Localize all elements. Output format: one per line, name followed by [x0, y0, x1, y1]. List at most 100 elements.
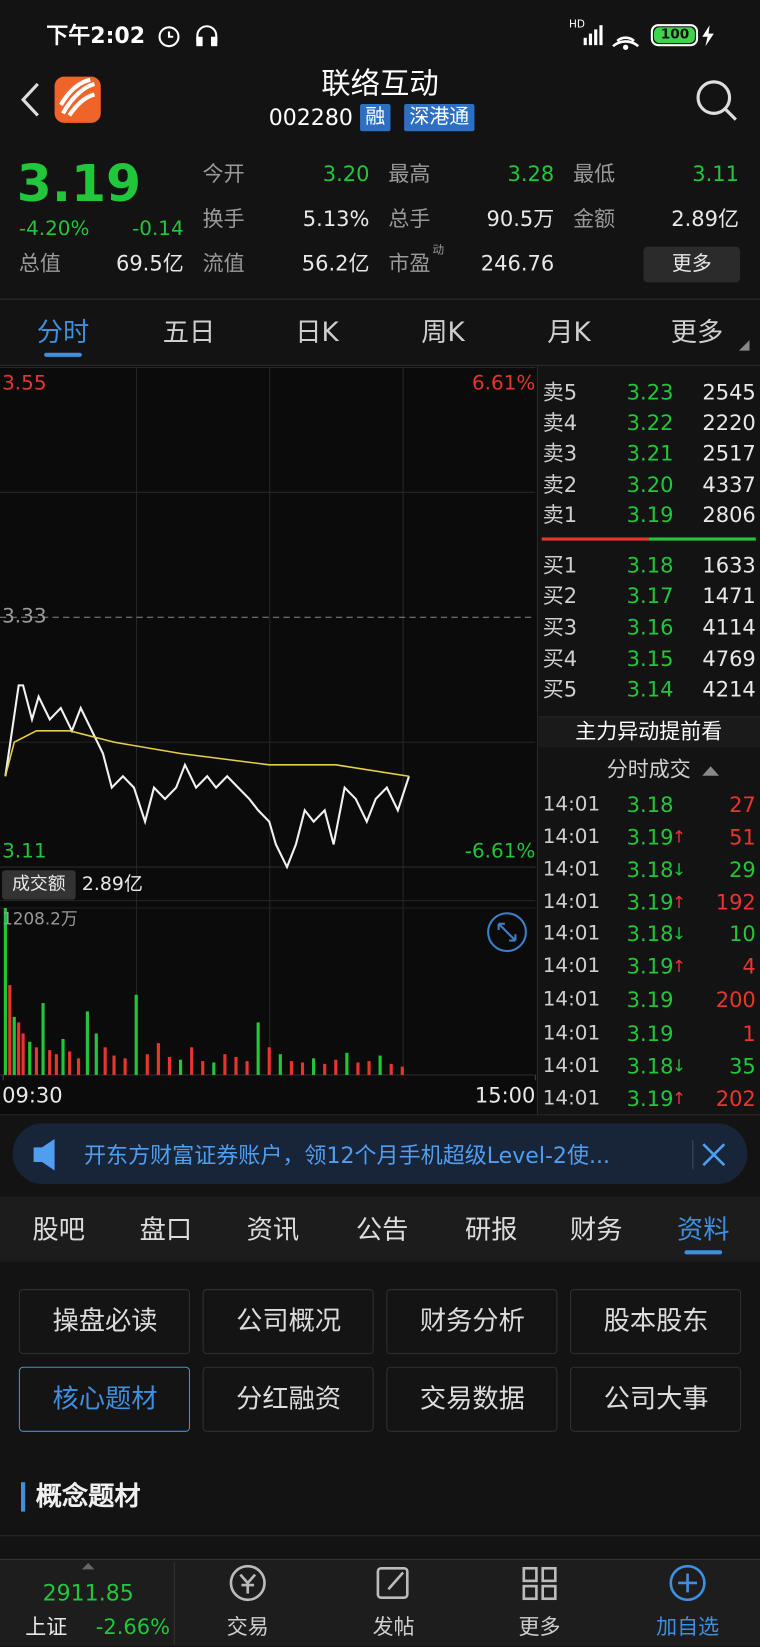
info-button[interactable]	[202, 1289, 374, 1355]
back-button[interactable]	[20, 82, 39, 117]
more-button[interactable]	[643, 246, 741, 283]
chart-tab[interactable]: 分时	[36, 316, 90, 348]
index-value: 2911.85	[42, 1580, 134, 1606]
chart-tab[interactable]: 周K	[421, 316, 465, 348]
volume-bar	[212, 1062, 216, 1075]
book-price: 3.16	[626, 614, 674, 640]
tag: 深港通	[404, 104, 475, 132]
volume-label: 成交额	[12, 873, 66, 895]
trades-subtitle: 分时成交	[606, 756, 691, 782]
info-button[interactable]	[18, 1366, 190, 1432]
info-button[interactable]	[202, 1366, 374, 1432]
search-button[interactable]	[696, 80, 737, 121]
volume-bar	[190, 1047, 194, 1075]
trade-time: 14:01	[542, 987, 601, 1011]
trade-volume: 192	[715, 889, 756, 915]
trade-volume: 35	[729, 1053, 756, 1079]
info-button-label[interactable]: 公司概况	[236, 1305, 342, 1336]
banner-text[interactable]: 开东方财富证券账户，领12个月手机超级Level-2使...	[83, 1143, 611, 1169]
trade-arrow: ↑	[671, 826, 686, 847]
info-button-label[interactable]: 股本股东	[603, 1305, 709, 1336]
price-line	[4, 684, 410, 870]
trade-volume: 1	[742, 1020, 756, 1047]
info-button-label[interactable]: 公司大事	[603, 1383, 709, 1414]
trade-arrow: ↑	[671, 892, 686, 913]
book-label: 买4	[542, 646, 578, 672]
trade-arrow: ↓	[671, 923, 686, 944]
stat-value: 3.28	[507, 161, 555, 187]
book-price: 3.21	[626, 440, 674, 466]
volume-bar	[48, 1050, 52, 1075]
info-button-label[interactable]: 操盘必读	[52, 1305, 158, 1336]
chart-tab[interactable]: 日K	[295, 316, 339, 348]
info-tab[interactable]: 资料	[677, 1214, 730, 1245]
stat-value: 56.2亿	[301, 250, 370, 276]
info-button[interactable]	[386, 1289, 558, 1355]
info-tab[interactable]: 盘口	[139, 1214, 193, 1245]
info-button-label[interactable]: 分红融资	[236, 1383, 342, 1414]
trade-volume: 4	[742, 953, 756, 979]
info-button-label[interactable]: 交易数据	[419, 1383, 525, 1414]
trade-volume: 51	[729, 824, 756, 850]
info-tab[interactable]: 股吧	[32, 1214, 86, 1245]
trade-price: 3.19	[626, 1085, 674, 1112]
book-volume: 2545	[702, 379, 756, 405]
info-button[interactable]	[386, 1366, 558, 1432]
book-label: 卖3	[542, 440, 578, 466]
volume-bar	[267, 1047, 271, 1075]
info-tab[interactable]: 资讯	[246, 1214, 300, 1245]
trades-title[interactable]: 主力异动提前看	[575, 718, 723, 744]
trade-time: 14:01	[542, 954, 601, 978]
status-time: 下午2:02	[46, 23, 146, 49]
trade-arrow: ↑	[671, 956, 686, 977]
trade-volume: 27	[729, 792, 756, 818]
nav-item[interactable]: 发帖	[372, 1613, 415, 1640]
trade-arrow: ↑	[671, 1088, 686, 1109]
nav-item[interactable]: 交易	[226, 1613, 269, 1640]
volume-bar	[17, 1022, 21, 1075]
book-label: 买1	[542, 552, 578, 578]
promo-banner[interactable]	[12, 1123, 748, 1185]
book-label: 买5	[542, 676, 578, 702]
volume-bar	[3, 908, 7, 1075]
chart-tab[interactable]: 月K	[547, 316, 591, 348]
more-button-label[interactable]: 更多	[671, 252, 712, 276]
book-label: 卖4	[542, 409, 578, 436]
trade-arrow: ↓	[671, 859, 686, 880]
volume-bar	[312, 1058, 316, 1075]
volume-bar	[34, 1047, 38, 1075]
info-tab[interactable]: 公告	[355, 1214, 409, 1245]
trade-price: 3.18	[626, 921, 674, 947]
info-button[interactable]	[569, 1289, 742, 1355]
volume-bar	[323, 1063, 327, 1075]
nav-item[interactable]: 加自选	[656, 1613, 720, 1640]
book-label: 卖2	[542, 471, 578, 498]
stat-label: 市盈	[388, 250, 431, 276]
trade-price: 3.19	[626, 953, 674, 979]
info-button-label[interactable]: 财务分析	[419, 1305, 525, 1336]
volume-bar	[223, 1054, 227, 1075]
info-button[interactable]	[18, 1289, 190, 1355]
info-tab[interactable]: 研报	[465, 1214, 518, 1245]
info-tab[interactable]: 财务	[569, 1214, 623, 1245]
tag: 融	[360, 104, 391, 132]
index-arrow	[81, 1563, 95, 1570]
chart-tab[interactable]: 更多	[670, 316, 724, 348]
expand-button[interactable]	[487, 912, 527, 953]
book-split-green	[648, 537, 756, 541]
sort-arrow	[702, 766, 720, 776]
volume-bar	[178, 1059, 183, 1075]
info-button[interactable]	[569, 1366, 742, 1432]
nav-item[interactable]: 更多	[518, 1613, 561, 1640]
stock-name: 联络互动	[321, 66, 439, 101]
book-price: 3.19	[626, 502, 674, 528]
banner-close[interactable]	[702, 1143, 726, 1167]
chart-tab[interactable]: 五日	[162, 316, 216, 348]
volume-bar	[289, 1061, 294, 1075]
nav-icons	[229, 1564, 706, 1602]
info-button-label[interactable]: 核心题材	[52, 1383, 158, 1414]
y2-tick-label: -6.61%	[464, 839, 536, 863]
volume-bar	[123, 1058, 127, 1075]
tab-underline	[44, 352, 82, 357]
